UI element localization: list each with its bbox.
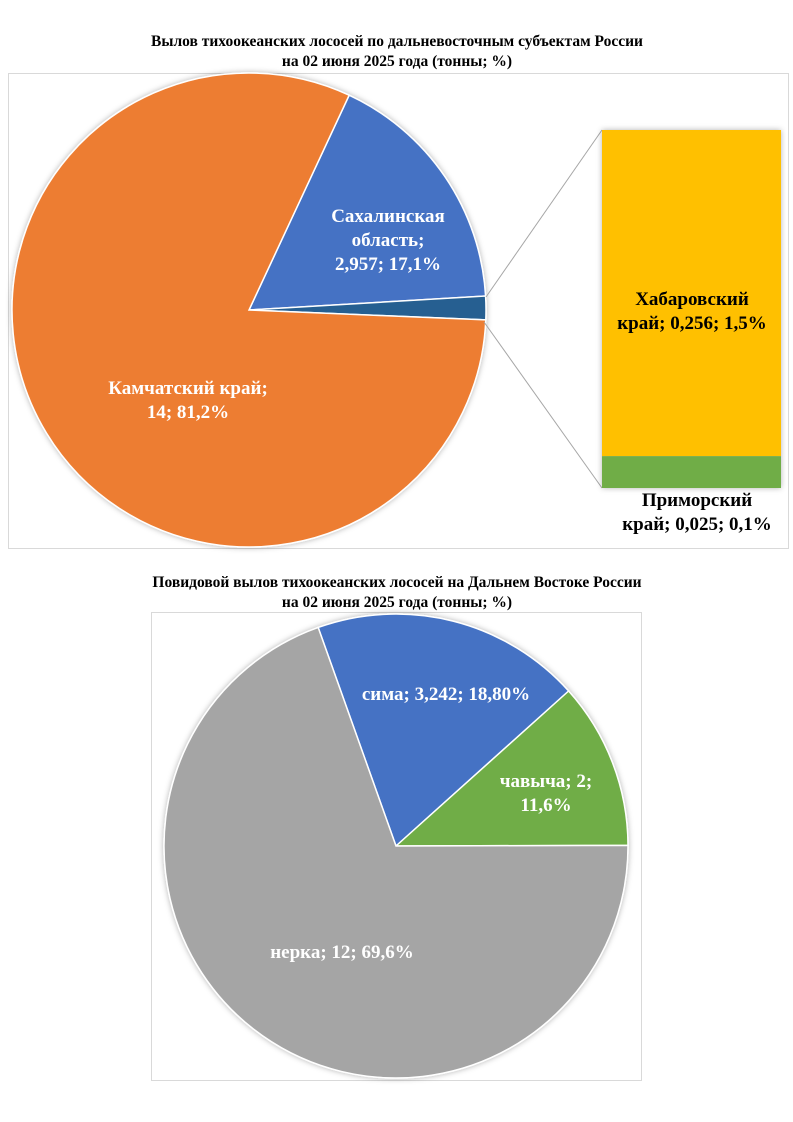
chart1-slice xyxy=(247,94,487,311)
label-sakhalin-2: область; xyxy=(352,230,425,251)
connector-line-bottom xyxy=(483,321,603,489)
chart2-slice xyxy=(163,626,629,1079)
label-sima: сима; 3,242; 18,80% xyxy=(362,684,530,705)
label-sakhalin-3: 2,957; 17,1% xyxy=(335,254,441,275)
label-nerka: нерка; 12; 69,6% xyxy=(270,942,414,963)
chart1-title-line1: Вылов тихоокеанских лососей по дальневос… xyxy=(151,33,643,50)
chart1-slice xyxy=(11,72,487,548)
connector-line-top xyxy=(485,129,603,298)
label-kamchatka-2: 14; 81,2% xyxy=(147,402,229,423)
chart1-secondary-bar-segment xyxy=(602,456,781,488)
label-chavycha-2: 11,6% xyxy=(520,795,571,816)
chart2-slice xyxy=(394,689,629,847)
label-primorsky-1: Приморский xyxy=(642,490,752,511)
label-chavycha-1: чавыча; 2; xyxy=(500,771,592,792)
chart2-title-line2: на 02 июня 2025 года (тонны; %) xyxy=(282,594,512,611)
chart2-title-line1: Повидовой вылов тихоокеанских лососей на… xyxy=(152,574,641,591)
label-khabarovsk-2: край; 0,256; 1,5% xyxy=(617,313,767,334)
chart2-frame xyxy=(151,612,642,1081)
chart2-slice xyxy=(317,613,570,848)
chart1-secondary-bar-segment xyxy=(602,130,781,457)
chart1-title-line2: на 02 июня 2025 года (тонны; %) xyxy=(282,53,512,70)
label-khabarovsk-1: Хабаровский xyxy=(635,289,749,310)
label-primorsky-2: край; 0,025; 0,1% xyxy=(622,514,772,535)
chart1-frame xyxy=(8,73,789,549)
label-sakhalin-1: Сахалинская xyxy=(331,206,445,227)
label-kamchatka-1: Камчатский край; xyxy=(108,378,268,399)
